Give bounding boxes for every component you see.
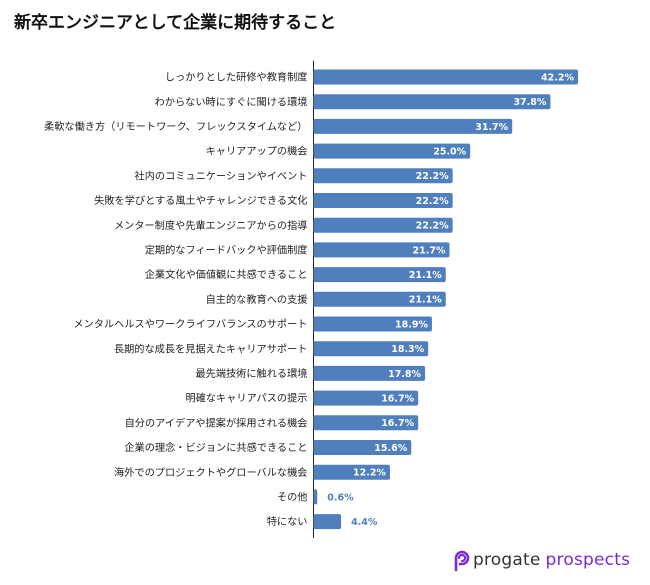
category-label: キャリアアップの機会 [206,145,308,158]
category-labels: しっかりとした研修や教育制度わからない時にすぐに聞ける環境柔軟な働き方（リモート… [44,71,307,529]
bar [313,489,318,505]
category-label: 柔軟な働き方（リモートワーク、フレックスタイムなど） [44,120,307,133]
value-label: 18.9% [395,319,428,330]
category-label: 社内のコミュニケーションやイベント [135,169,308,182]
category-label: しっかりとした研修や教育制度 [165,71,308,84]
value-label: 37.8% [513,97,546,108]
bar [313,193,453,208]
chart-title: 新卒エンジニアとして企業に期待すること [14,13,337,33]
value-label: 22.2% [416,196,449,207]
bar [313,440,412,455]
bar [313,365,426,381]
bar [313,267,446,283]
category-label: 明確なキャリアパスの提示 [185,392,307,405]
value-label: 31.7% [475,122,508,133]
value-label: 21.1% [409,270,442,281]
category-label: 自主的な教育への支援 [206,293,308,306]
category-label: 最先端技術に触れる環境 [195,367,307,380]
bar [313,143,471,159]
category-label: メンタルヘルスやワークライフバランスのサポート [73,319,307,331]
category-label: 企業文化や価値観に共感できること [145,268,308,281]
value-label: 16.7% [381,394,414,405]
bar [313,514,342,530]
category-label: 特にない [267,516,308,528]
progate-prospects-logo: progate prospects [450,548,630,572]
bar [313,94,551,110]
logo-word-progate: progate [473,550,541,570]
category-label: 海外でのプロジェクトやグローバルな機会 [114,466,307,479]
value-label: 22.2% [416,171,449,182]
value-label: 22.2% [416,221,449,232]
value-label: 12.2% [353,468,386,479]
bar [313,168,453,184]
category-label: 長期的な成長を見据えたキャリアサポート [114,342,308,355]
bars [313,69,578,530]
category-label: わからない時にすぐに聞ける環境 [155,95,308,108]
value-label: 42.2% [541,72,574,83]
value-label: 4.4% [351,517,378,528]
bar [313,118,513,134]
value-label: 17.8% [388,369,421,380]
value-labels: 42.2% 37.8% 31.7% 25.0% 22.2% 22.2% 22.2% 21.7%… [327,72,574,528]
value-label: 21.1% [409,295,442,306]
bar [313,464,390,480]
value-label: 25.0% [433,147,466,158]
category-label: 失敗を学びとする風土やチャレンジできる文化 [94,194,307,207]
bar [313,69,578,85]
value-label: 18.3% [391,344,424,355]
category-label: メンター制度や先輩エンジニアからの指導 [114,219,308,232]
bar [313,217,453,233]
category-label: 定期的なフィードバックや評価制度 [145,244,308,257]
value-label: 21.7% [413,245,446,256]
value-label: 15.6% [374,443,407,454]
logo-word-prospects: prospects [545,550,631,570]
bar [313,291,446,307]
category-label: 自分のアイデアや提案が採用される機会 [125,416,308,429]
bar [313,316,432,332]
bar [313,341,429,357]
bar [313,242,450,258]
category-label: 企業の理念・ビジョンに共感できること [124,441,307,454]
value-label: 0.6% [327,492,354,503]
progate-logo-icon [454,550,470,572]
value-label: 16.7% [381,418,414,429]
bar [313,415,419,431]
bar [313,390,419,406]
category-label: その他 [277,491,308,504]
